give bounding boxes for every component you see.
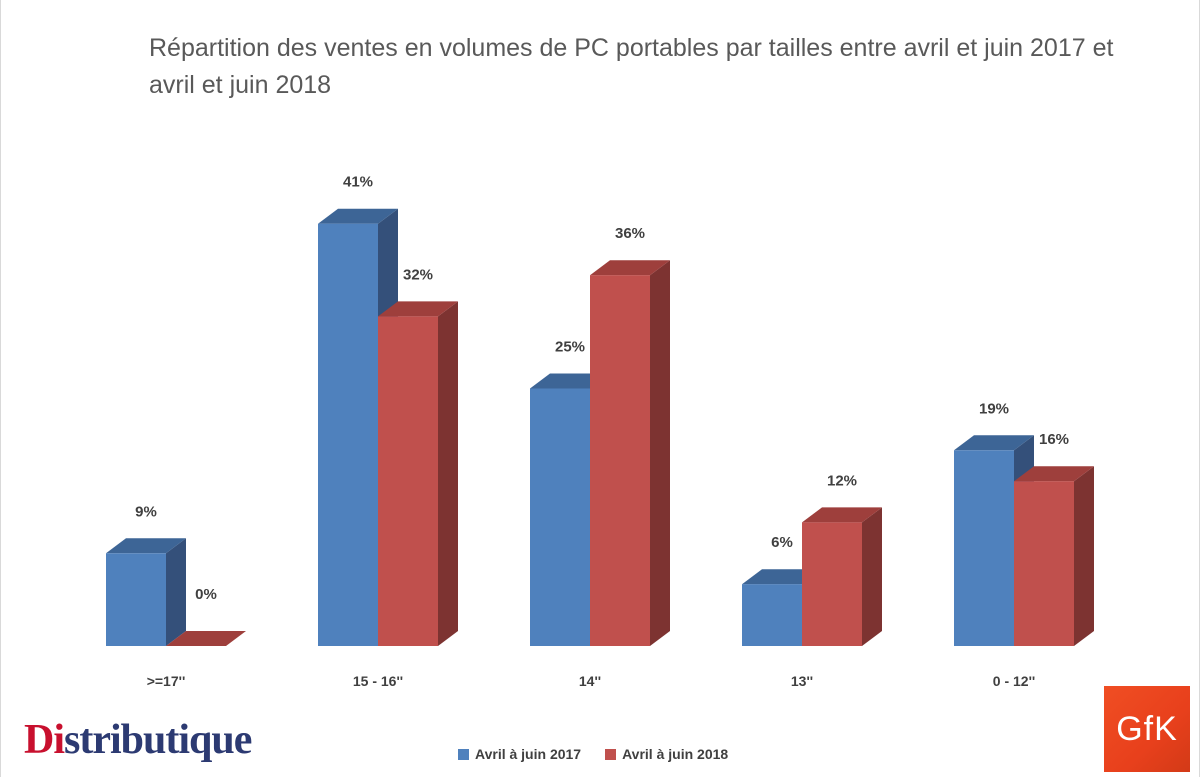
data-label-2-0: 25% [555, 339, 585, 356]
bar-4-1-side [1074, 466, 1094, 646]
legend: Avril à juin 2017 Avril à juin 2018 [458, 746, 752, 762]
bar-3-1 [802, 522, 862, 646]
gfk-logo: GfK [1104, 686, 1190, 772]
bar-3-0 [742, 584, 802, 646]
bar-2-1 [590, 275, 650, 646]
category-label-3: 13'' [791, 673, 813, 689]
chart-title: Répartition des ventes en volumes de PC … [149, 34, 1114, 99]
bar-2-0 [530, 388, 590, 646]
bar-0-0 [106, 553, 166, 646]
bar-1-1-top [378, 301, 458, 317]
legend-label-2017: Avril à juin 2017 [475, 746, 582, 762]
bar-1-1 [378, 316, 438, 646]
distributique-logo: Distributique [24, 717, 252, 763]
data-label-2-1: 36% [615, 225, 645, 242]
bar-0-0-side [166, 538, 186, 646]
category-label-0: >=17'' [147, 673, 186, 689]
bar-3-1-top [802, 507, 882, 523]
data-label-3-0: 6% [771, 534, 793, 551]
bar-4-0 [954, 450, 1014, 646]
bar-0-0-top [106, 538, 186, 554]
bar-4-0-top [954, 435, 1034, 451]
data-label-4-0: 19% [979, 400, 1009, 417]
legend-swatch-2017 [458, 748, 469, 760]
data-label-4-1: 16% [1039, 431, 1069, 448]
category-label-2: 14'' [579, 673, 601, 689]
data-label-0-1: 0% [195, 586, 217, 603]
bar-1-0 [318, 223, 378, 646]
bar-1-1-side [438, 301, 458, 646]
bar-2-1-top [590, 260, 670, 276]
bar-4-1 [1014, 481, 1074, 646]
category-label-1: 15 - 16'' [353, 673, 403, 689]
category-label-4: 0 - 12'' [993, 673, 1035, 689]
bar-4-1-top [1014, 466, 1094, 482]
legend-swatch-2018 [605, 748, 617, 760]
bar-3-1-side [862, 507, 882, 646]
bar-2-1-side [650, 260, 670, 646]
data-label-1-1: 32% [403, 266, 433, 283]
data-label-0-0: 9% [135, 503, 157, 520]
legend-item-2017: Avril à juin 2017 [458, 746, 581, 762]
data-label-3-1: 12% [827, 472, 857, 489]
legend-item-2018: Avril à juin 2018 [605, 746, 728, 762]
bar-0-1-top [166, 631, 246, 646]
data-label-1-0: 41% [343, 174, 373, 191]
bar-1-0-top [318, 208, 398, 224]
legend-label-2018: Avril à juin 2018 [622, 746, 729, 762]
